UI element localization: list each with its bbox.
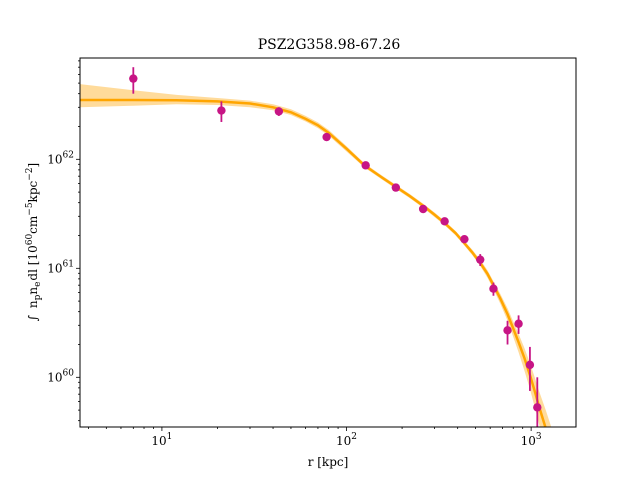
y-label-exp-m5: −5 (25, 202, 35, 216)
point-marker (533, 403, 542, 412)
point-marker (514, 319, 523, 328)
data-point (440, 217, 449, 226)
data-point (391, 183, 401, 192)
data-points-layer (129, 67, 542, 427)
y-tick-label: 1062 (47, 150, 74, 166)
y-tick-label: 1061 (47, 259, 74, 275)
point-marker (440, 217, 449, 226)
tick-base: 10 (521, 434, 536, 448)
data-point (476, 254, 485, 266)
point-marker (489, 284, 498, 293)
tick-exponent: 61 (63, 259, 74, 269)
point-marker (460, 234, 469, 244)
point-marker (129, 74, 138, 83)
tick-base: 10 (47, 261, 62, 275)
point-marker (217, 106, 226, 115)
data-point (525, 346, 535, 391)
data-point (322, 132, 331, 142)
data-point (274, 107, 284, 116)
tick-exponent: 62 (63, 150, 74, 160)
point-marker (391, 183, 401, 192)
y-axis-label: ∫ npnedl [1060cm−5kpc−2] (25, 163, 43, 321)
tick-exponent: 60 (63, 368, 75, 378)
x-tick-label: 101 (151, 432, 172, 448)
tick-base: 10 (47, 370, 62, 384)
x-axis-label: r [kpc] (308, 455, 349, 469)
y-label-exp-m2: −2 (25, 167, 35, 180)
data-point (418, 204, 428, 214)
point-marker (322, 132, 331, 142)
data-point (129, 67, 138, 94)
axes-frame (79, 57, 577, 428)
data-point (217, 101, 226, 122)
tick-base: 10 (151, 434, 166, 448)
x-axis-ticks: 101 102 103 (88, 427, 542, 448)
x-tick-label: 102 (336, 432, 357, 448)
y-label-sub-p: p (33, 294, 43, 300)
data-point (361, 161, 370, 170)
tick-exponent: 1 (167, 432, 173, 442)
data-point (460, 234, 469, 244)
y-label-close: ] (26, 163, 40, 168)
plot-area (80, 67, 552, 427)
y-label-n: n (26, 300, 40, 308)
point-marker (361, 161, 370, 170)
y-label-kpc: kpc (26, 180, 40, 202)
chart-title: PSZ2G358.98-67.26 (258, 37, 401, 53)
y-label-integral: ∫ (26, 314, 40, 321)
point-marker (274, 107, 284, 116)
data-point (489, 282, 498, 296)
tick-exponent: 2 (351, 432, 357, 442)
x-tick-label: 103 (521, 432, 542, 448)
tick-base: 10 (336, 434, 351, 448)
tick-exponent: 3 (536, 432, 542, 442)
point-marker (418, 204, 428, 214)
tick-base: 10 (47, 152, 62, 166)
point-marker (503, 326, 512, 335)
y-tick-label: 1060 (47, 368, 74, 384)
y-label-exp60: 60 (25, 234, 35, 246)
data-point (503, 320, 512, 345)
point-marker (476, 255, 485, 264)
y-label-cm: cm (26, 215, 40, 234)
point-marker (525, 360, 535, 370)
data-point (533, 377, 542, 427)
y-label-dl: dl [10 (26, 245, 40, 280)
data-point (514, 315, 523, 334)
y-label-n2: n (26, 287, 40, 295)
y-label-sub-e: e (33, 282, 43, 287)
